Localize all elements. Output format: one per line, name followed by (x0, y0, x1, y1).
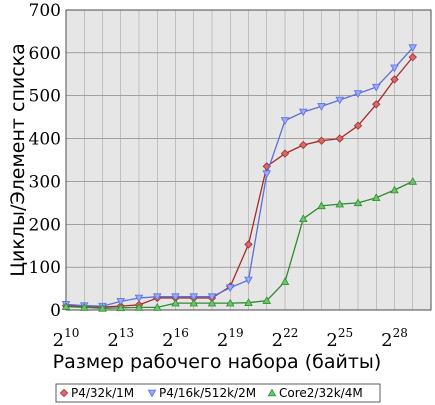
axis-layer: 0 100 200 300 400 500 600 700 210 213 216 219 222 225… (29, 1, 408, 351)
series-line (65, 180, 414, 309)
legend-item: Core2/32k/4M (267, 386, 363, 400)
data-point (390, 64, 399, 73)
y-tick-label: 600 (29, 44, 61, 64)
data-point (225, 284, 235, 293)
plot-area (65, 9, 432, 311)
y-tick-label: 100 (29, 258, 61, 278)
legend-item: P4/32k/1M (59, 386, 134, 400)
data-point (298, 214, 308, 222)
data-point (134, 303, 144, 311)
data-point (280, 149, 290, 158)
x-tick-label: 210 (53, 326, 80, 351)
data-point (317, 201, 326, 210)
legend-marker (267, 388, 277, 397)
data-point (280, 277, 290, 285)
data-point (390, 75, 399, 84)
legend-marker (59, 388, 69, 398)
y-axis-label: Циклы/Элемент списка (7, 43, 29, 277)
data-point (207, 293, 217, 302)
data-point (298, 108, 308, 117)
data-point (390, 185, 399, 194)
data-point (134, 294, 144, 303)
data-point (317, 136, 326, 145)
data-point (116, 303, 126, 312)
data-point (116, 298, 126, 306)
data-point (371, 83, 381, 92)
data-point (335, 134, 344, 143)
plot-frame (65, 9, 432, 311)
data-point (353, 121, 363, 130)
data-point (317, 103, 326, 111)
data-point (171, 293, 180, 302)
legend-marker (147, 389, 157, 398)
legend: P4/32k/1M P4/16k/512k/2M Core2/32k/4M (55, 383, 381, 403)
data-point (171, 298, 180, 307)
series-layer (61, 44, 418, 312)
x-tick-label: 228 (381, 326, 408, 351)
data-point (244, 298, 253, 306)
data-point (189, 293, 199, 302)
y-tick-label: 300 (29, 172, 61, 192)
data-point (408, 44, 418, 53)
y-tick-label: 0 (50, 301, 61, 321)
x-tick-label: 222 (272, 326, 299, 351)
data-point (262, 170, 272, 179)
y-tick-label: 500 (29, 87, 61, 107)
data-point (152, 303, 162, 311)
x-tick-label: 216 (162, 326, 189, 351)
data-point (353, 198, 363, 207)
data-point (244, 276, 253, 285)
data-point (335, 96, 345, 105)
x-axis-label: Размер рабочего набора (байты) (53, 351, 382, 373)
data-point (372, 100, 381, 109)
data-point (244, 240, 253, 249)
data-point (207, 298, 217, 307)
legend-item: P4/16k/512k/2M (147, 386, 256, 400)
data-point (61, 302, 71, 310)
legend-box (55, 383, 381, 403)
legend-label: P4/16k/512k/2M (159, 386, 256, 400)
legend-label: Core2/32k/4M (279, 386, 363, 400)
y-tick-label: 700 (29, 1, 61, 21)
data-point (262, 296, 272, 304)
data-point (353, 90, 363, 98)
data-point (225, 298, 235, 307)
data-point (408, 177, 418, 185)
x-tick-label: 213 (107, 326, 134, 351)
data-point (371, 193, 381, 201)
y-tick-label: 200 (29, 215, 61, 235)
data-point (280, 117, 290, 125)
x-tick-label: 219 (217, 326, 244, 351)
series-3 (61, 177, 418, 312)
data-point (98, 303, 107, 312)
data-point (152, 293, 162, 302)
data-point (299, 140, 308, 150)
data-point (335, 199, 345, 208)
x-tick-label: 225 (326, 326, 353, 351)
data-point (408, 52, 417, 62)
data-point (79, 303, 89, 311)
series-line (65, 47, 414, 307)
y-tick-label: 400 (29, 130, 61, 150)
legend-label: P4/32k/1M (71, 386, 134, 400)
data-point (189, 298, 199, 307)
